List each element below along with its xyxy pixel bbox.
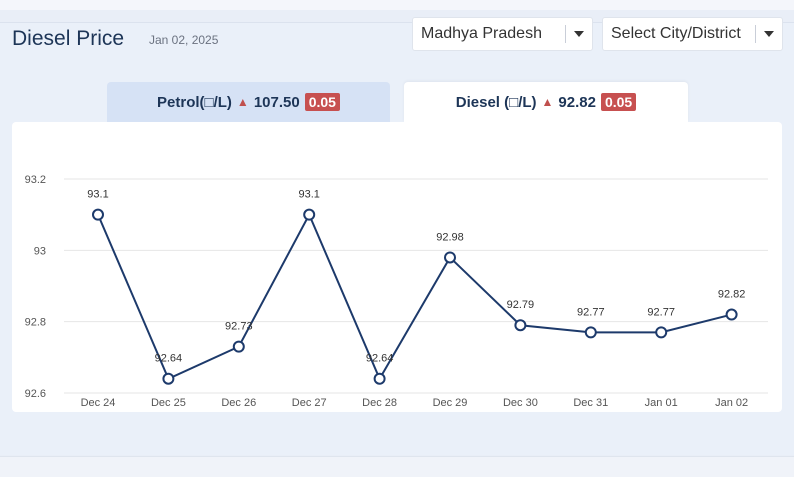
data-point [584, 326, 597, 339]
chart-panel: 92.6 92.8 93 93.2 Dec 24 Dec 25 Dec 26 Dec 27 De… [12, 122, 782, 412]
page-title: Diesel Price [12, 27, 125, 50]
state-select[interactable]: Madhya Pradesh [412, 17, 593, 51]
data-point [655, 326, 668, 339]
data-label: 92.98 [436, 231, 464, 243]
price-line-chart: 92.6 92.8 93 93.2 Dec 24 Dec 25 Dec 26 Dec 27 De… [25, 174, 768, 409]
tab-diesel-label: Diesel (□/L) [455, 93, 537, 111]
data-point [162, 372, 175, 385]
series-line [97, 212, 732, 381]
data-point [232, 340, 245, 353]
x-tick-label: Dec 24 [81, 397, 116, 409]
trend-up-icon: ▲ [236, 95, 249, 109]
data-label: 92.77 [647, 306, 675, 318]
x-tick-label: Dec 30 [503, 397, 538, 409]
city-select-label: Select City/District [611, 25, 741, 42]
tab-petrol-label: Petrol(□/L) [157, 93, 232, 111]
tab-diesel-value: 92.82 [558, 93, 596, 111]
state-select-label: Madhya Pradesh [421, 25, 542, 42]
x-tick-label: Dec 31 [573, 397, 608, 409]
data-label: 93.1 [298, 189, 319, 201]
x-tick-label: Dec 28 [362, 397, 397, 409]
y-tick-label: 93.2 [25, 174, 46, 186]
data-label: 92.73 [225, 321, 253, 333]
y-tick-label: 92.6 [25, 388, 46, 400]
tab-diesel-change-badge: 0.05 [600, 93, 637, 111]
data-label: 92.82 [718, 289, 746, 301]
x-tick-label: Dec 29 [433, 397, 468, 409]
tab-petrol[interactable]: Petrol(□/L) ▲ 107.50 0.05 [107, 82, 390, 122]
data-point [303, 208, 316, 221]
bottom-strip [0, 456, 794, 477]
data-point [92, 208, 104, 221]
select-separator [565, 25, 566, 43]
y-tick-label: 92.8 [25, 317, 46, 329]
top-strip [0, 0, 794, 10]
x-tick-label: Dec 25 [151, 397, 186, 409]
city-select[interactable]: Select City/District [602, 17, 783, 51]
price-date: Jan 02, 2025 [149, 33, 219, 47]
tab-petrol-value: 107.50 [253, 93, 300, 111]
y-tick-label: 93 [34, 245, 46, 257]
x-tick-label: Jan 01 [645, 397, 678, 409]
data-label: 92.64 [366, 353, 394, 365]
tab-petrol-change-badge: 0.05 [304, 93, 340, 111]
tab-diesel[interactable]: Diesel (□/L) ▲ 92.82 0.05 [404, 82, 688, 122]
data-label: 92.79 [507, 299, 535, 311]
data-label: 92.77 [577, 306, 605, 318]
data-point [444, 251, 456, 264]
x-tick-label: Dec 27 [292, 397, 327, 409]
chevron-down-icon[interactable] [566, 31, 592, 37]
x-tick-label: Jan 02 [715, 397, 748, 409]
select-separator [755, 25, 756, 43]
chevron-down-icon[interactable] [756, 31, 782, 37]
data-point [514, 319, 527, 332]
data-point [373, 372, 386, 385]
data-point [725, 308, 738, 321]
x-tick-label: Dec 26 [221, 397, 256, 409]
data-label: 93.1 [87, 189, 108, 201]
data-label: 92.64 [155, 353, 183, 365]
trend-up-icon: ▲ [541, 95, 554, 109]
